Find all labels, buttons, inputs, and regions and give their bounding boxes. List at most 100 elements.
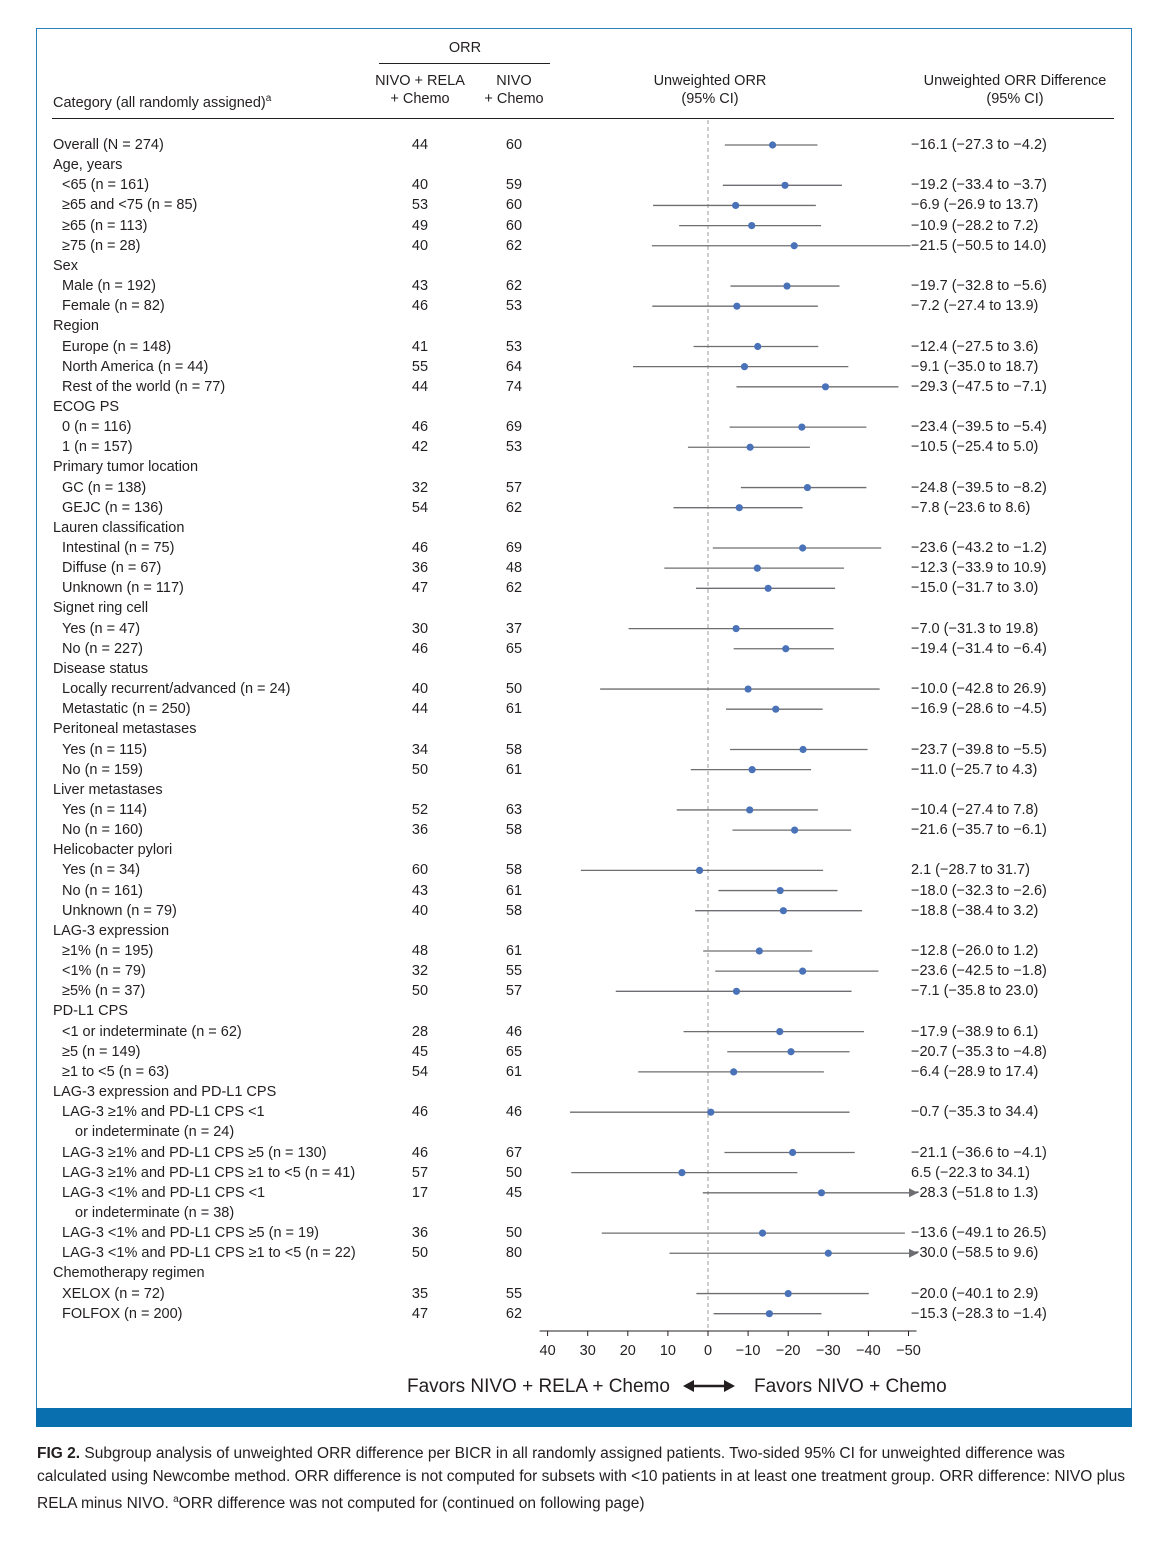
row-label: LAG-3 <1% and PD-L1 CPS <1 <box>62 1184 266 1201</box>
nivo-rela-orr: 32 <box>411 479 429 496</box>
subgroup-row: LAG-3 <1% and PD-L1 CPS ≥5 (n = 19) 36 50 −… <box>0 1223 1170 1243</box>
group-header-row: Sex <box>0 256 1170 276</box>
nivo-rela-orr: 35 <box>411 1285 429 1302</box>
orr-group-header: ORR <box>448 40 482 56</box>
group-header-row: Lauren classification <box>0 518 1170 538</box>
subgroup-row: No (n = 159) 50 61 −11.0 (−25.7 to 4.3) <box>0 760 1170 780</box>
nivo-orr: 58 <box>505 822 523 839</box>
subgroup-row: LAG-3 ≥1% and PD-L1 CPS ≥1 to <5 (n = 41… <box>0 1163 1170 1183</box>
row-label: Lauren classification <box>53 519 185 536</box>
group-header-row: Disease status <box>0 659 1170 679</box>
group-header-row: ECOG PS <box>0 397 1170 417</box>
nivo-rela-orr: 54 <box>411 499 429 516</box>
nivo-rela-orr: 47 <box>411 580 429 597</box>
subgroup-row: <1% (n = 79) 32 55 −23.6 (−42.5 to −1.8) <box>0 961 1170 981</box>
arm2-header-line1: NIVO <box>496 73 532 89</box>
nivo-rela-orr: 45 <box>411 1043 429 1060</box>
row-label: No (n = 161) <box>62 882 144 899</box>
arm1-header-line2: + Chemo <box>390 91 450 107</box>
row-label: LAG-3 ≥1% and PD-L1 CPS ≥1 to <5 (n = 41… <box>62 1164 356 1181</box>
nivo-rela-orr: 50 <box>411 761 429 778</box>
nivo-rela-orr: 49 <box>411 217 429 234</box>
nivo-rela-orr: 43 <box>411 882 429 899</box>
row-label: LAG-3 expression and PD-L1 CPS <box>53 1084 277 1101</box>
orr-difference: −23.6 (−42.5 to −1.8) <box>911 963 1047 980</box>
row-label: Chemotherapy regimen <box>53 1265 205 1282</box>
orr-difference: −23.7 (−39.8 to −5.5) <box>911 741 1047 758</box>
subgroup-row: North America (n = 44) 55 64 −9.1 (−35.0 to… <box>0 357 1170 377</box>
subgroup-row: ≥1% (n = 195) 48 61 −12.8 (−26.0 to 1.2) <box>0 941 1170 961</box>
nivo-rela-orr: 53 <box>411 197 429 214</box>
row-label: Unknown (n = 79) <box>62 902 177 919</box>
nivo-orr: 46 <box>505 1023 523 1040</box>
nivo-rela-orr: 36 <box>411 822 429 839</box>
orr-difference: −19.7 (−32.8 to −5.6) <box>911 278 1047 295</box>
nivo-rela-orr: 36 <box>411 560 429 577</box>
row-label: Yes (n = 34) <box>62 862 141 879</box>
nivo-rela-orr: 46 <box>411 298 429 315</box>
orr-difference: −16.9 (−28.6 to −4.5) <box>911 701 1047 718</box>
nivo-orr: 58 <box>505 862 523 879</box>
nivo-orr: 69 <box>505 419 523 436</box>
nivo-orr: 74 <box>505 378 523 395</box>
row-label: ≥5% (n = 37) <box>62 983 146 1000</box>
group-header-row: Primary tumor location <box>0 457 1170 477</box>
row-label: ≥1% (n = 195) <box>62 943 154 959</box>
orr-difference: −21.5 (−50.5 to 14.0) <box>911 237 1047 254</box>
nivo-orr: 62 <box>505 499 523 516</box>
nivo-orr: 60 <box>505 197 523 214</box>
nivo-rela-orr: 46 <box>411 540 429 556</box>
orr-difference: −6.4 (−28.9 to 17.4) <box>911 1063 1039 1080</box>
nivo-orr: 58 <box>505 902 523 919</box>
subgroup-row: Male (n = 192) 43 62 −19.7 (−32.8 to −5.6) <box>0 276 1170 296</box>
nivo-orr: 57 <box>505 479 523 496</box>
row-label: Liver metastases <box>53 781 163 798</box>
nivo-rela-orr: 40 <box>411 902 429 919</box>
row-label: Yes (n = 114) <box>62 801 148 818</box>
orr-difference: −30.0 (−58.5 to 9.6) <box>911 1245 1039 1262</box>
nivo-orr: 53 <box>505 298 523 315</box>
orr-difference: −21.6 (−35.7 to −6.1) <box>911 822 1047 839</box>
subgroup-row: Unknown (n = 79) 40 58 −18.8 (−38.4 to 3.2) <box>0 901 1170 921</box>
nivo-rela-orr: 48 <box>411 943 429 959</box>
orr-group-rule <box>379 63 550 64</box>
figure-frame <box>36 28 1132 1408</box>
nivo-orr: 61 <box>505 701 523 718</box>
row-label: No (n = 160) <box>62 822 144 839</box>
orr-difference: −18.0 (−32.3 to −2.6) <box>911 882 1047 899</box>
orr-difference: −0.7 (−35.3 to 34.4) <box>911 1104 1039 1121</box>
row-label: North America (n = 44) <box>62 358 209 375</box>
legend-favors-right: Favors NIVO + Chemo <box>754 1376 947 1397</box>
orr-difference: −6.9 (−26.9 to 13.7) <box>911 197 1039 214</box>
group-header-row: PD-L1 CPS <box>0 1001 1170 1021</box>
orr-difference: −12.8 (−26.0 to 1.2) <box>911 943 1039 959</box>
row-label: Metastatic (n = 250) <box>62 701 191 718</box>
nivo-orr: 67 <box>505 1144 523 1161</box>
subgroup-row: FOLFOX (n = 200) 47 62 −15.3 (−28.3 to −1.4… <box>0 1304 1170 1324</box>
subgroup-row: Locally recurrent/advanced (n = 24) 40 50 −… <box>0 679 1170 699</box>
category-header: Category (all randomly assigned)a <box>53 93 272 111</box>
nivo-orr: 69 <box>505 540 523 556</box>
orr-difference: −7.2 (−27.4 to 13.9) <box>911 298 1039 315</box>
nivo-orr: 61 <box>505 943 523 959</box>
header-rule <box>52 118 1114 119</box>
nivo-rela-orr: 46 <box>411 1144 429 1161</box>
group-header-row: Peritoneal metastases <box>0 719 1170 739</box>
nivo-orr: 45 <box>505 1184 523 1201</box>
row-label: GEJC (n = 136) <box>62 499 164 516</box>
orr-difference: −9.1 (−35.0 to 18.7) <box>911 358 1039 375</box>
row-label: <65 (n = 161) <box>62 177 150 194</box>
orr-difference: 2.1 (−28.7 to 31.7) <box>911 862 1030 879</box>
row-label: ≥65 (n = 113) <box>62 217 148 234</box>
legend-favors-left: Favors NIVO + RELA + Chemo <box>407 1376 670 1397</box>
orr-difference: −10.4 (−27.4 to 7.8) <box>911 801 1039 818</box>
caption-footnote: ORR difference was not computed for (con… <box>178 1495 645 1513</box>
nivo-rela-orr: 47 <box>411 1305 429 1322</box>
nivo-rela-orr: 28 <box>411 1023 429 1040</box>
row-label: No (n = 159) <box>62 761 144 778</box>
nivo-rela-orr: 34 <box>411 741 429 758</box>
nivo-orr: 53 <box>505 439 523 456</box>
caption-footnote-mark: a <box>173 1494 179 1505</box>
nivo-orr: 60 <box>505 217 523 234</box>
row-label: LAG-3 ≥1% and PD-L1 CPS ≥5 (n = 130) <box>62 1144 327 1161</box>
